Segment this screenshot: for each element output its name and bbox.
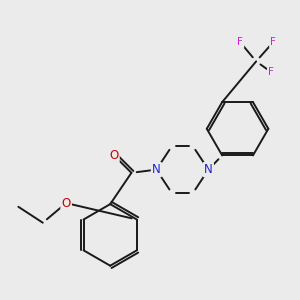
- Text: F: F: [270, 37, 276, 47]
- Text: F: F: [237, 37, 243, 47]
- Text: O: O: [61, 196, 71, 210]
- Text: N: N: [152, 163, 161, 176]
- Text: O: O: [109, 149, 119, 162]
- Text: N: N: [204, 163, 213, 176]
- Text: F: F: [268, 67, 274, 77]
